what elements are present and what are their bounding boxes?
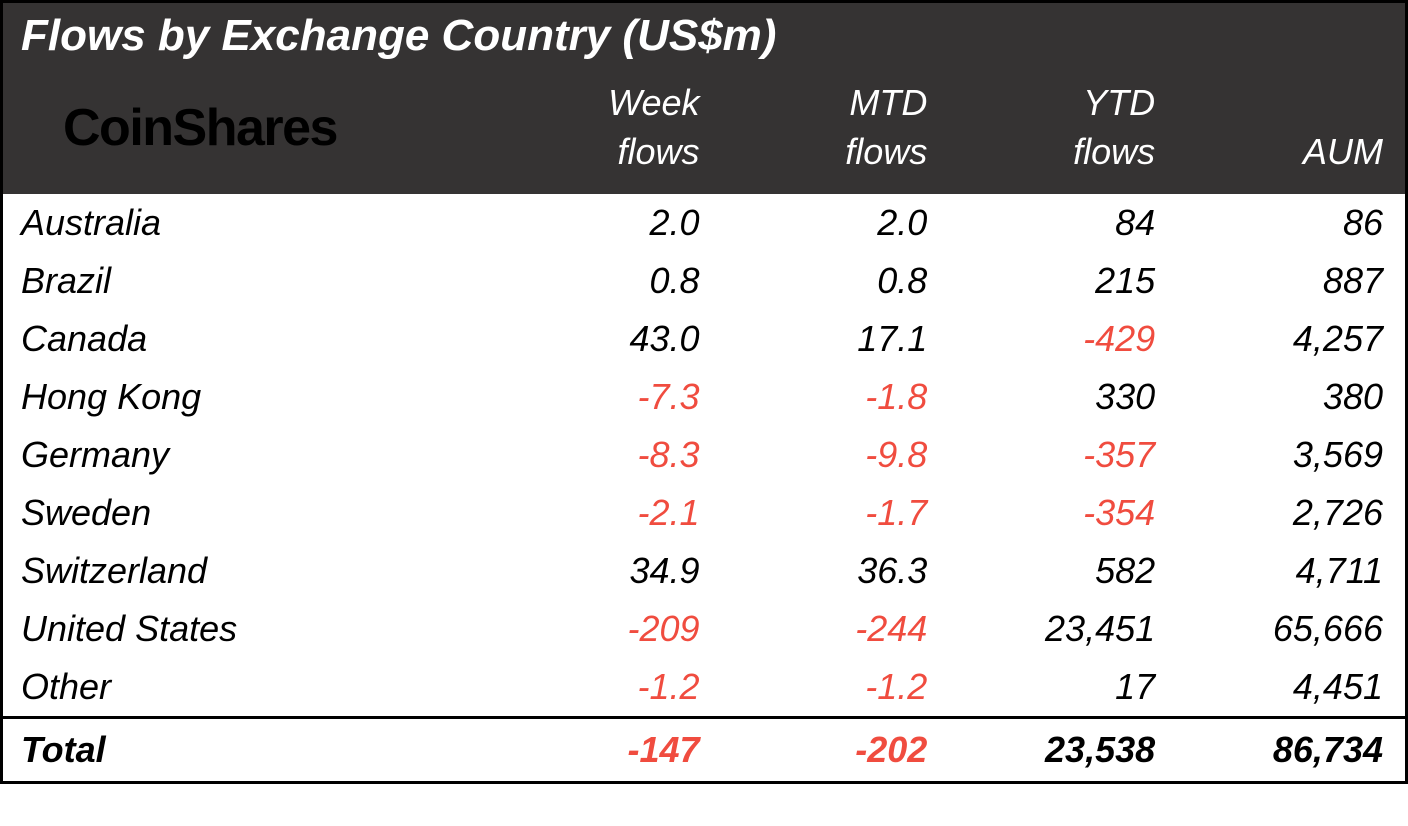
data-cell-ytd: -429 bbox=[949, 310, 1177, 368]
flows-table-container: Flows by Exchange Country (US$m) CoinSha… bbox=[0, 0, 1408, 784]
data-cell-ytd: 582 bbox=[949, 542, 1177, 600]
data-cell-week: -7.3 bbox=[494, 368, 722, 426]
table-row: Brazil0.80.8215887 bbox=[3, 252, 1405, 310]
data-cell-ytd: -357 bbox=[949, 426, 1177, 484]
data-cell-aum: 86 bbox=[1177, 194, 1405, 252]
total-row: Total-147-20223,53886,734 bbox=[3, 718, 1405, 782]
data-cell-aum: 2,726 bbox=[1177, 484, 1405, 542]
data-cell-week: 0.8 bbox=[494, 252, 722, 310]
data-cell-week: -8.3 bbox=[494, 426, 722, 484]
flows-table: Flows by Exchange Country (US$m) CoinSha… bbox=[3, 3, 1405, 781]
country-cell: Canada bbox=[3, 310, 494, 368]
table-row: Switzerland34.936.35824,711 bbox=[3, 542, 1405, 600]
table-row: Canada43.017.1-4294,257 bbox=[3, 310, 1405, 368]
data-cell-ytd: 17 bbox=[949, 658, 1177, 718]
total-cell-aum: 86,734 bbox=[1177, 718, 1405, 782]
data-cell-week: 43.0 bbox=[494, 310, 722, 368]
data-cell-mtd: 2.0 bbox=[722, 194, 950, 252]
total-cell-mtd: -202 bbox=[722, 718, 950, 782]
data-cell-mtd: -9.8 bbox=[722, 426, 950, 484]
data-cell-week: -2.1 bbox=[494, 484, 722, 542]
table-body: Australia2.02.08486Brazil0.80.8215887Can… bbox=[3, 194, 1405, 781]
data-cell-aum: 887 bbox=[1177, 252, 1405, 310]
data-cell-week: 2.0 bbox=[494, 194, 722, 252]
total-cell-ytd: 23,538 bbox=[949, 718, 1177, 782]
table-title: Flows by Exchange Country (US$m) bbox=[3, 3, 1405, 69]
data-cell-ytd: -354 bbox=[949, 484, 1177, 542]
col-header-aum: AUM bbox=[1177, 69, 1405, 194]
header-row: CoinShares Weekflows MTDflows YTDflows A… bbox=[3, 69, 1405, 194]
country-cell: Other bbox=[3, 658, 494, 718]
data-cell-mtd: -244 bbox=[722, 600, 950, 658]
country-cell: Australia bbox=[3, 194, 494, 252]
title-row: Flows by Exchange Country (US$m) bbox=[3, 3, 1405, 69]
data-cell-week: 34.9 bbox=[494, 542, 722, 600]
table-row: Australia2.02.08486 bbox=[3, 194, 1405, 252]
country-cell: Sweden bbox=[3, 484, 494, 542]
data-cell-aum: 4,711 bbox=[1177, 542, 1405, 600]
data-cell-mtd: 17.1 bbox=[722, 310, 950, 368]
table-row: Other-1.2-1.2174,451 bbox=[3, 658, 1405, 718]
data-cell-ytd: 23,451 bbox=[949, 600, 1177, 658]
col-header-ytd: YTDflows bbox=[949, 69, 1177, 194]
col-header-mtd: MTDflows bbox=[722, 69, 950, 194]
data-cell-ytd: 84 bbox=[949, 194, 1177, 252]
total-label: Total bbox=[3, 718, 494, 782]
table-row: Hong Kong-7.3-1.8330380 bbox=[3, 368, 1405, 426]
data-cell-aum: 3,569 bbox=[1177, 426, 1405, 484]
data-cell-aum: 4,257 bbox=[1177, 310, 1405, 368]
table-row: Germany-8.3-9.8-3573,569 bbox=[3, 426, 1405, 484]
data-cell-mtd: -1.2 bbox=[722, 658, 950, 718]
col-header-week: Weekflows bbox=[494, 69, 722, 194]
data-cell-ytd: 215 bbox=[949, 252, 1177, 310]
table-row: United States-209-24423,45165,666 bbox=[3, 600, 1405, 658]
data-cell-aum: 4,451 bbox=[1177, 658, 1405, 718]
data-cell-week: -1.2 bbox=[494, 658, 722, 718]
data-cell-week: -209 bbox=[494, 600, 722, 658]
data-cell-mtd: 36.3 bbox=[722, 542, 950, 600]
data-cell-aum: 380 bbox=[1177, 368, 1405, 426]
data-cell-mtd: -1.8 bbox=[722, 368, 950, 426]
brand-logo: CoinShares bbox=[3, 69, 494, 194]
data-cell-mtd: -1.7 bbox=[722, 484, 950, 542]
total-cell-week: -147 bbox=[494, 718, 722, 782]
data-cell-aum: 65,666 bbox=[1177, 600, 1405, 658]
data-cell-mtd: 0.8 bbox=[722, 252, 950, 310]
country-cell: Hong Kong bbox=[3, 368, 494, 426]
data-cell-ytd: 330 bbox=[949, 368, 1177, 426]
country-cell: Germany bbox=[3, 426, 494, 484]
country-cell: Brazil bbox=[3, 252, 494, 310]
country-cell: United States bbox=[3, 600, 494, 658]
country-cell: Switzerland bbox=[3, 542, 494, 600]
table-row: Sweden-2.1-1.7-3542,726 bbox=[3, 484, 1405, 542]
